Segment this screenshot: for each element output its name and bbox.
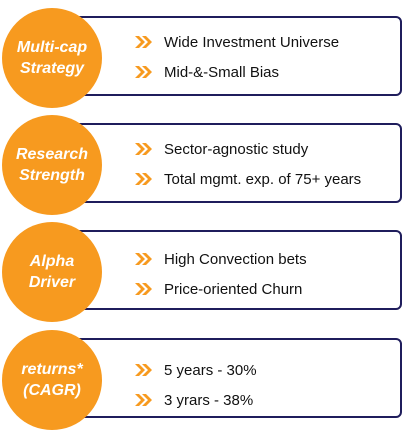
bullet-text: Sector-agnostic study xyxy=(164,140,309,158)
bullet-item: Price-oriented Churn xyxy=(134,278,302,300)
bullet-item: Total mgmt. exp. of 75+ years xyxy=(134,168,361,190)
double-chevron-icon xyxy=(134,142,154,156)
bullet-item: Sector-agnostic study xyxy=(134,138,308,160)
bullet-text: Wide Investment Universe xyxy=(164,33,340,51)
double-chevron-icon xyxy=(134,393,154,407)
category-circle: Multi-cap Strategy xyxy=(2,8,102,108)
double-chevron-icon xyxy=(134,252,154,266)
category-circle: Alpha Driver xyxy=(2,222,102,322)
bullet-item: High Convection bets xyxy=(134,248,307,270)
double-chevron-icon xyxy=(134,35,154,49)
row-research-strength: Research Strength Sector-agnostic study … xyxy=(0,115,410,215)
row-box xyxy=(58,123,402,203)
bullet-item: Wide Investment Universe xyxy=(134,31,339,53)
category-label: returns* (CAGR) xyxy=(21,361,83,399)
row-box xyxy=(58,16,402,96)
bullet-text: 5 years - 30% xyxy=(164,361,257,379)
row-returns-cagr: returns* (CAGR) 5 years - 30% 3 yrars - … xyxy=(0,330,410,430)
double-chevron-icon xyxy=(134,65,154,79)
bullet-item: 3 yrars - 38% xyxy=(134,389,253,411)
category-label: Multi-cap Strategy xyxy=(16,39,88,77)
double-chevron-icon xyxy=(134,363,154,377)
bullet-text: High Convection bets xyxy=(164,250,307,268)
bullet-text: Mid-&-Small Bias xyxy=(164,63,280,81)
double-chevron-icon xyxy=(134,172,154,186)
bullet-text: 3 yrars - 38% xyxy=(164,391,254,409)
category-label: Alpha Driver xyxy=(28,253,76,291)
category-label: Research Strength xyxy=(15,146,89,184)
double-chevron-icon xyxy=(134,282,154,296)
row-alpha-driver: Alpha Driver High Convection bets Price-… xyxy=(0,222,410,322)
row-box xyxy=(58,230,402,310)
bullet-item: Mid-&-Small Bias xyxy=(134,61,279,83)
row-box xyxy=(58,338,402,418)
bullet-item: 5 years - 30% xyxy=(134,359,257,381)
bullet-text: Price-oriented Churn xyxy=(164,280,303,298)
bullet-text: Total mgmt. exp. of 75+ years xyxy=(164,170,362,188)
row-multi-cap-strategy: Multi-cap Strategy Wide Investment Unive… xyxy=(0,8,410,108)
category-circle: returns* (CAGR) xyxy=(2,330,102,430)
category-circle: Research Strength xyxy=(2,115,102,215)
